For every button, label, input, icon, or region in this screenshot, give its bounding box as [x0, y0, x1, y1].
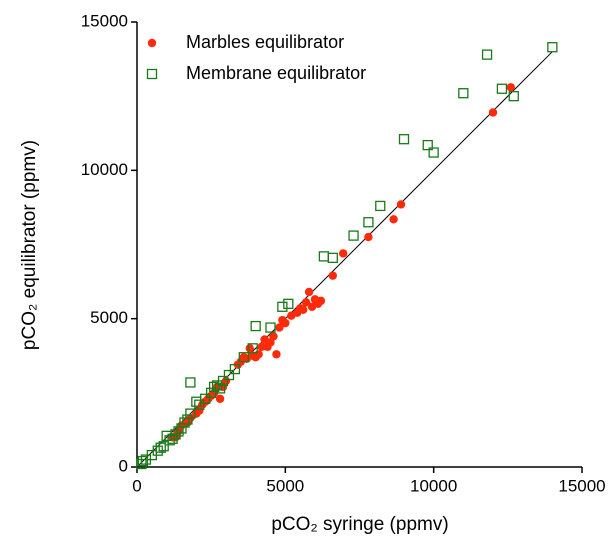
data-point	[496, 83, 508, 94]
data-point	[263, 342, 272, 352]
data-point	[215, 394, 225, 403]
data-point	[229, 363, 241, 375]
data-point	[161, 430, 172, 442]
data-point	[173, 426, 184, 437]
x-tick-label: 10000	[410, 476, 457, 495]
data-point	[272, 350, 281, 359]
data-point	[250, 320, 261, 332]
data-point	[275, 323, 284, 332]
data-point	[301, 298, 311, 307]
data-point	[318, 251, 330, 262]
data-point	[245, 344, 254, 353]
data-point	[304, 287, 314, 297]
data-point	[348, 230, 359, 241]
data-point	[185, 408, 196, 419]
data-point	[287, 311, 296, 320]
x-tick-label: 0	[132, 476, 141, 495]
legend-label: Membrane equilibrator	[186, 63, 366, 83]
data-point	[307, 302, 317, 311]
data-point	[328, 271, 337, 280]
data-point	[375, 200, 386, 212]
y-axis-label: pCO₂ equilibrator (ppmv)	[19, 140, 40, 350]
data-point	[488, 108, 498, 117]
data-point	[506, 83, 515, 92]
data-point	[247, 343, 258, 354]
data-point	[176, 423, 187, 434]
legend-marker	[146, 68, 158, 80]
data-point	[155, 442, 166, 453]
data-point	[364, 232, 373, 242]
data-point	[428, 147, 439, 158]
y-tick-label: 10000	[81, 160, 128, 179]
data-point	[277, 301, 288, 312]
data-point	[508, 91, 519, 102]
legend-marker	[147, 38, 157, 48]
data-point	[260, 335, 269, 344]
data-point	[458, 88, 469, 99]
data-point	[238, 352, 249, 363]
data-point	[185, 377, 196, 388]
legend-label: Marbles equilibrator	[186, 32, 344, 52]
data-point	[398, 134, 410, 145]
data-point	[422, 139, 433, 151]
data-point	[327, 252, 338, 264]
x-tick-label: 5000	[266, 476, 304, 495]
data-point	[194, 399, 205, 410]
y-tick-label: 15000	[81, 11, 128, 30]
data-point	[257, 342, 266, 352]
data-point	[547, 42, 558, 53]
data-point	[182, 414, 193, 425]
x-axis-label: pCO₂ syringe (ppmv)	[271, 514, 448, 535]
data-point	[363, 217, 374, 228]
data-point	[283, 298, 294, 309]
data-point	[179, 417, 190, 428]
data-point	[192, 409, 201, 418]
data-point	[278, 315, 287, 325]
data-point	[396, 200, 406, 209]
data-point	[223, 369, 235, 381]
data-point	[167, 433, 178, 444]
x-tick-label: 15000	[558, 476, 605, 495]
data-point	[191, 396, 202, 407]
data-point	[310, 295, 320, 304]
data-point	[211, 380, 223, 391]
data-point	[481, 49, 493, 60]
data-point	[265, 322, 276, 333]
data-point	[136, 458, 147, 470]
data-point	[389, 215, 398, 224]
y-tick-label: 0	[119, 456, 128, 475]
data-point	[338, 249, 348, 258]
data-point	[206, 387, 217, 398]
data-point	[137, 455, 149, 467]
data-point	[208, 381, 220, 393]
y-tick-label: 5000	[90, 308, 128, 327]
